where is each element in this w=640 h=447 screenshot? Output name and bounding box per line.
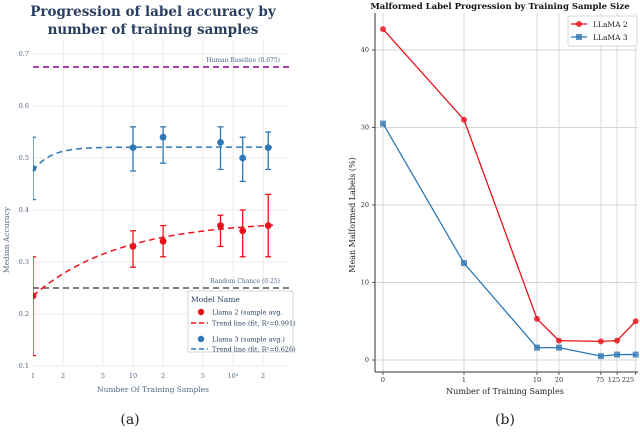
panel-label-b: (b)	[495, 412, 515, 428]
data-point	[380, 120, 386, 127]
data-point	[239, 227, 247, 235]
x-tick-label: 225	[622, 376, 634, 384]
reference-line-label: Random Chance (0.25)	[210, 278, 280, 285]
data-point	[461, 116, 467, 123]
y-tick-label: 0.1	[19, 362, 29, 370]
legend-label-llama3: Llama 3 (sample avg.)	[212, 336, 285, 344]
legend: LLaMA 2 LLaMA 3	[567, 15, 638, 47]
data-point	[264, 144, 272, 152]
legend-marker-llama3	[576, 34, 582, 40]
series-llama2	[33, 193, 272, 357]
trend-line-llama3	[32, 146, 273, 172]
y-tick-label: 0.4	[19, 206, 29, 214]
series-line-llama3	[382, 123, 636, 357]
chart-title-line-2: number of training samples	[48, 22, 259, 38]
legend-label-trend-llama2: Trend line (fit, R²=0.991)	[212, 320, 296, 328]
legend-label-trend-llama3: Trend line (fit, R²=0.626)	[212, 346, 296, 354]
legend-label-llama2: Llama 2 (sample avg.	[212, 309, 282, 317]
x-axis-label: Number Of Training Samples	[97, 385, 209, 394]
data-point	[534, 344, 540, 351]
accuracy-chart: Progression of label accuracy by number …	[2, 4, 296, 428]
y-tick-label: 0	[365, 356, 369, 364]
series-llama3	[33, 126, 272, 201]
data-point	[159, 133, 167, 141]
data-point	[614, 351, 621, 358]
y-tick-label: 40	[361, 46, 369, 54]
data-point	[632, 318, 639, 325]
trend-line-llama2	[32, 224, 274, 297]
series-line-llama2	[382, 28, 637, 343]
x-tick-label: 10²	[228, 372, 239, 380]
y-tick-label: 0.3	[19, 258, 29, 266]
y-tick-label: 10	[361, 279, 369, 287]
legend: Model Name Llama 2 (sample avg. Trend li…	[187, 290, 296, 354]
legend-box	[187, 290, 294, 353]
data-point	[380, 26, 386, 33]
data-point	[597, 353, 604, 360]
x-tick-label: 2	[61, 372, 65, 380]
data-point	[239, 154, 247, 162]
legend-marker-llama2	[576, 21, 582, 27]
chart-title: Malformed Label Progression by Training …	[370, 2, 630, 12]
x-tick-label: 125	[608, 376, 620, 384]
data-point	[129, 243, 137, 250]
y-axis-label: Mean Malformed Labels (%)	[348, 157, 357, 272]
x-tick-label: 75	[596, 376, 604, 384]
x-tick-label: 10	[533, 376, 541, 384]
data-point	[159, 237, 167, 245]
x-tick-label: 1	[462, 376, 466, 384]
data-point	[461, 260, 467, 267]
y-tick-label: 0.7	[19, 50, 29, 58]
data-point	[217, 222, 224, 230]
data-point	[33, 292, 37, 300]
x-tick-label: 20	[555, 376, 563, 384]
x-tick-label: 0	[381, 376, 385, 384]
data-point	[264, 222, 272, 230]
legend-label-llama3: LLaMA 3	[593, 33, 628, 42]
x-tick-label: 10	[129, 372, 137, 380]
chart-title-line-1: Progression of label accuracy by	[30, 4, 277, 20]
data-point	[555, 337, 562, 344]
data-point	[632, 351, 639, 358]
legend-marker-llama3	[197, 335, 205, 343]
y-tick-label: 0.2	[19, 310, 29, 318]
x-tick-label: 2	[261, 372, 265, 380]
x-tick-label: 2	[161, 372, 165, 380]
malformed-labels-chart: Malformed Label Progression by Training …	[348, 2, 639, 428]
legend-label-llama2: LLaMA 2	[593, 20, 628, 29]
data-point	[534, 315, 540, 322]
x-tick-label: 1	[31, 372, 35, 380]
data-point	[614, 337, 621, 344]
data-point	[597, 338, 604, 345]
y-tick-label: 0.6	[19, 102, 29, 110]
legend-title: Model Name	[191, 295, 240, 304]
y-tick-label: 30	[361, 124, 369, 132]
legend-marker-llama2	[197, 308, 205, 316]
y-axis-label: Median Accuracy	[2, 206, 11, 273]
data-point	[129, 144, 137, 152]
reference-line-label: Human Baseline (0.675)	[206, 57, 280, 64]
panel-label-a: (a)	[120, 412, 139, 428]
x-tick-label: 5	[201, 372, 205, 380]
x-axis-label: Number of Training Samples	[446, 387, 564, 396]
x-tick-label: 5	[101, 372, 105, 380]
y-tick-label: 20	[361, 201, 369, 209]
y-tick-label: 0.5	[19, 154, 29, 162]
data-point	[33, 165, 37, 172]
data-point	[217, 139, 224, 146]
data-point	[555, 344, 562, 351]
